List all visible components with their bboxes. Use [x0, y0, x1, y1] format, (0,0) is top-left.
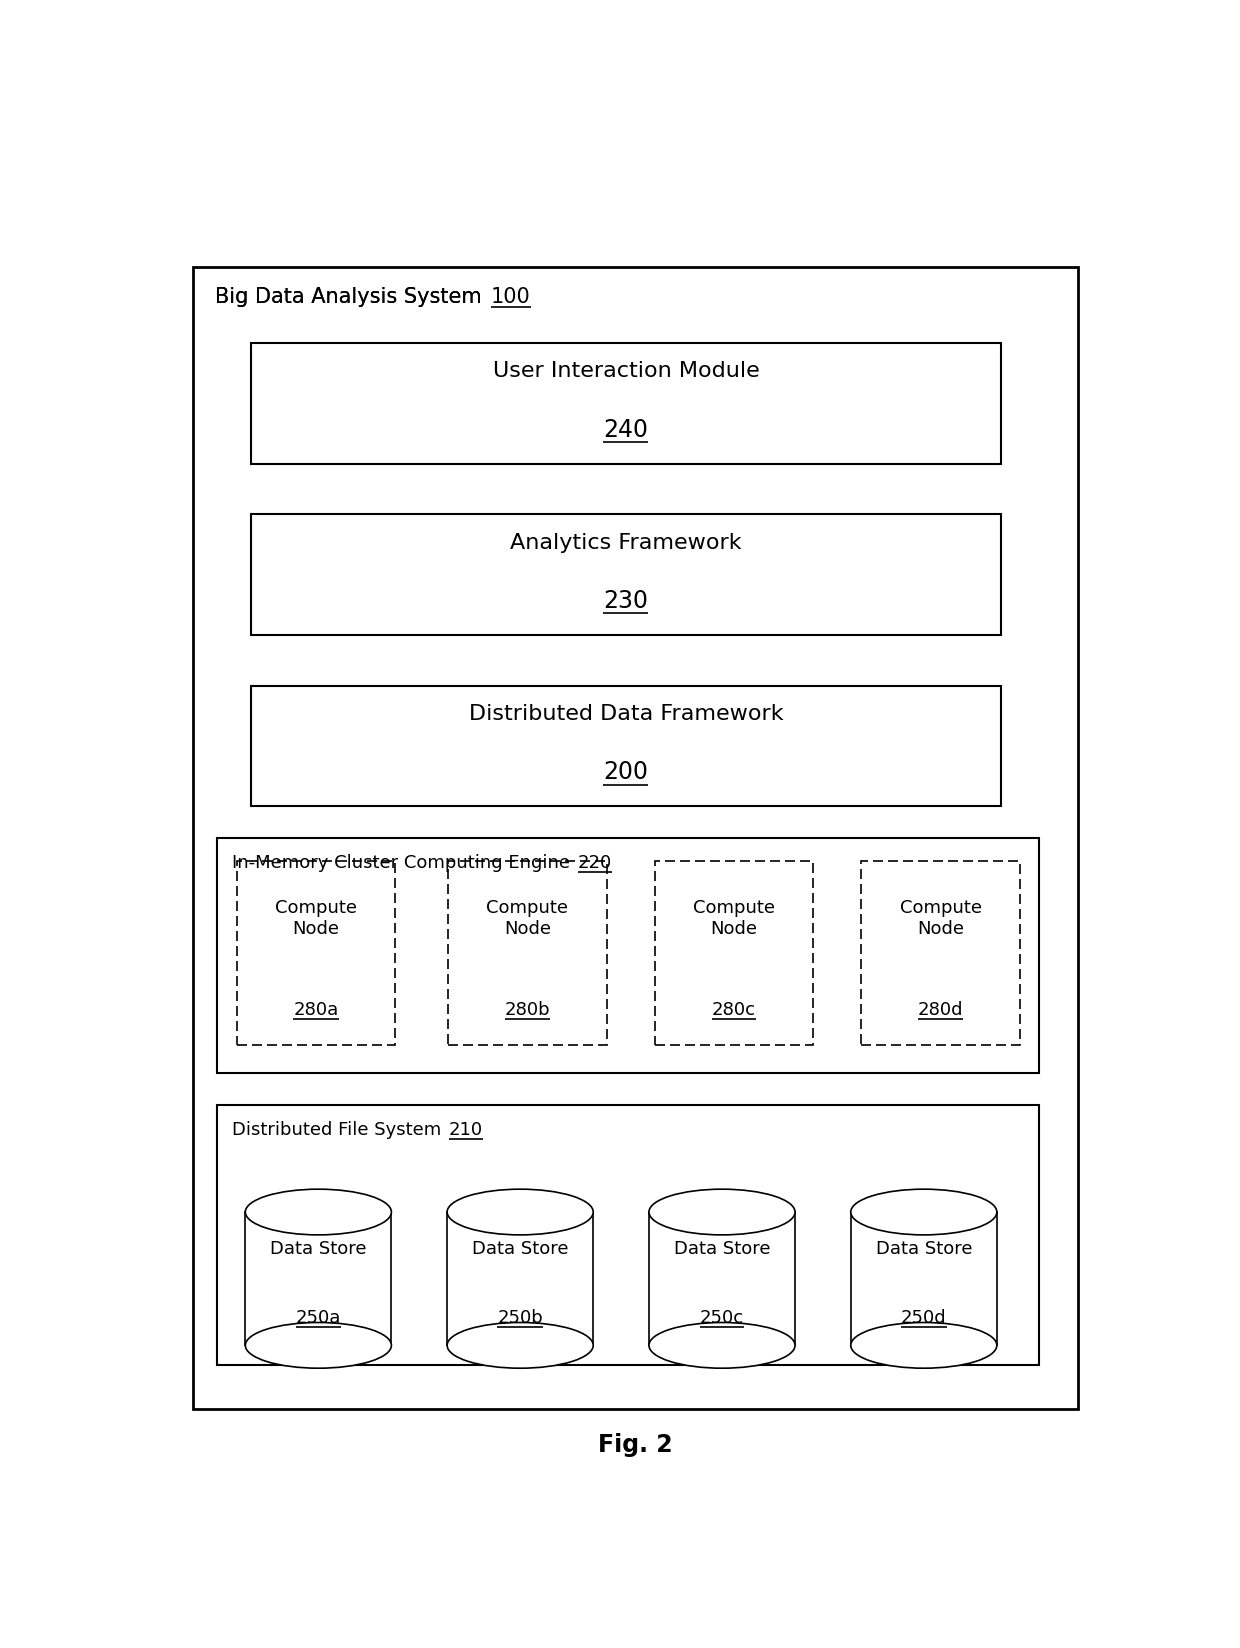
- Ellipse shape: [246, 1323, 392, 1368]
- Text: 210: 210: [449, 1121, 482, 1139]
- Bar: [250, 514, 1001, 636]
- Text: 230: 230: [604, 588, 649, 613]
- Text: 280a: 280a: [294, 1000, 339, 1018]
- Text: Analytics Framework: Analytics Framework: [510, 532, 742, 552]
- Bar: [448, 1213, 593, 1345]
- Text: User Interaction Module: User Interaction Module: [492, 361, 759, 381]
- Text: Data Store: Data Store: [875, 1239, 972, 1257]
- Ellipse shape: [851, 1323, 997, 1368]
- Ellipse shape: [448, 1190, 593, 1234]
- Ellipse shape: [246, 1190, 392, 1234]
- Text: 240: 240: [604, 417, 649, 442]
- Bar: [250, 686, 1001, 808]
- Bar: [250, 344, 1001, 465]
- Text: 250c: 250c: [699, 1309, 744, 1327]
- Text: Fig. 2: Fig. 2: [598, 1432, 673, 1455]
- Text: 200: 200: [604, 760, 649, 784]
- Text: Big Data Analysis System: Big Data Analysis System: [215, 287, 481, 307]
- Text: 280d: 280d: [918, 1000, 963, 1018]
- Text: 280b: 280b: [505, 1000, 551, 1018]
- Text: In-Memory Cluster Computing Engine: In-Memory Cluster Computing Engine: [232, 854, 570, 872]
- Bar: [851, 1213, 997, 1345]
- Ellipse shape: [448, 1323, 593, 1368]
- Bar: [448, 862, 606, 1045]
- Text: 250b: 250b: [497, 1309, 543, 1327]
- Text: 250d: 250d: [901, 1309, 946, 1327]
- Ellipse shape: [851, 1190, 997, 1234]
- Ellipse shape: [649, 1323, 795, 1368]
- Text: Big Data Analysis System: Big Data Analysis System: [215, 287, 481, 307]
- Text: Compute
Node: Compute Node: [693, 898, 775, 938]
- Bar: [649, 1213, 795, 1345]
- Text: 250a: 250a: [295, 1309, 341, 1327]
- Text: Distributed Data Framework: Distributed Data Framework: [469, 704, 784, 723]
- Text: 100: 100: [491, 287, 531, 307]
- Text: Data Store: Data Store: [270, 1239, 367, 1257]
- Text: Data Store: Data Store: [472, 1239, 568, 1257]
- Bar: [862, 862, 1021, 1045]
- Text: Data Store: Data Store: [673, 1239, 770, 1257]
- Bar: [246, 1213, 392, 1345]
- Text: Compute
Node: Compute Node: [899, 898, 982, 938]
- Text: 280c: 280c: [712, 1000, 756, 1018]
- Text: Compute
Node: Compute Node: [275, 898, 357, 938]
- Bar: [655, 862, 813, 1045]
- Bar: [217, 839, 1039, 1073]
- Text: Distributed File System: Distributed File System: [232, 1121, 441, 1139]
- Bar: [237, 862, 396, 1045]
- Bar: [217, 1106, 1039, 1365]
- Text: Compute
Node: Compute Node: [486, 898, 568, 938]
- Text: 220: 220: [578, 854, 611, 872]
- Ellipse shape: [649, 1190, 795, 1234]
